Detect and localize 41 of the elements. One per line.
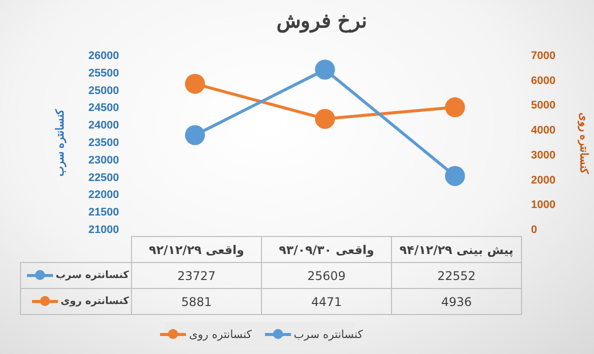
point	[445, 97, 465, 118]
data-label: 23727	[132, 262, 262, 288]
y-tick-label: 23000	[88, 154, 119, 166]
y2-tick-label: 3000	[531, 149, 556, 162]
y-tick-label: 22500	[88, 172, 119, 184]
data-label: 5881	[132, 288, 262, 314]
y-tick-label: 24000	[88, 120, 119, 132]
data-label: 25609	[262, 262, 392, 288]
text: کنسانتره روی	[189, 328, 252, 340]
y2-tick-label: 7000	[531, 50, 556, 62]
chart-title: نرخ فروش	[276, 10, 368, 34]
y2-tick-label: 5000	[531, 100, 556, 112]
point	[315, 108, 335, 129]
y-tick-label: 23500	[88, 137, 119, 150]
data-label: 4936	[392, 288, 522, 314]
y2-axis-title: کنسانتره روی	[577, 112, 590, 175]
y-tick-label: 21000	[88, 224, 119, 236]
legend-label: کنسانتره روی	[60, 296, 129, 307]
y2-tick-label: 1000	[531, 199, 556, 212]
text: کنسانتره سرب	[294, 328, 363, 340]
y2-tick-label: 0	[531, 224, 538, 236]
point	[185, 74, 205, 94]
y2-tick-label: 4000	[531, 124, 556, 137]
x-tick-label: پیش بینی ۹۴/۱۲/۲۹	[392, 236, 522, 262]
point	[445, 166, 465, 186]
x-tick-label: واقعی ۹۲/۱۲/۲۹	[132, 236, 262, 262]
y2-tick-label: 6000	[531, 74, 556, 87]
point	[185, 125, 205, 146]
point	[315, 60, 335, 80]
y2-tick-label: 2000	[531, 174, 556, 186]
legend-label: کنسانتره سرب	[56, 270, 129, 281]
y-tick-label: 25000	[88, 84, 119, 97]
data-label: 4471	[262, 288, 392, 314]
y-axis-title: کنسانتره سرب	[54, 108, 67, 177]
y-tick-label: 22000	[88, 189, 119, 202]
data-label: 22552	[392, 262, 522, 288]
y-tick-label: 26000	[88, 50, 119, 62]
x-tick-label: واقعی ۹۳/۰۹/۳۰	[262, 236, 392, 262]
y-tick-label: 21500	[88, 206, 119, 219]
y-tick-label: 25500	[88, 67, 119, 80]
y-tick-label: 24500	[88, 102, 119, 114]
